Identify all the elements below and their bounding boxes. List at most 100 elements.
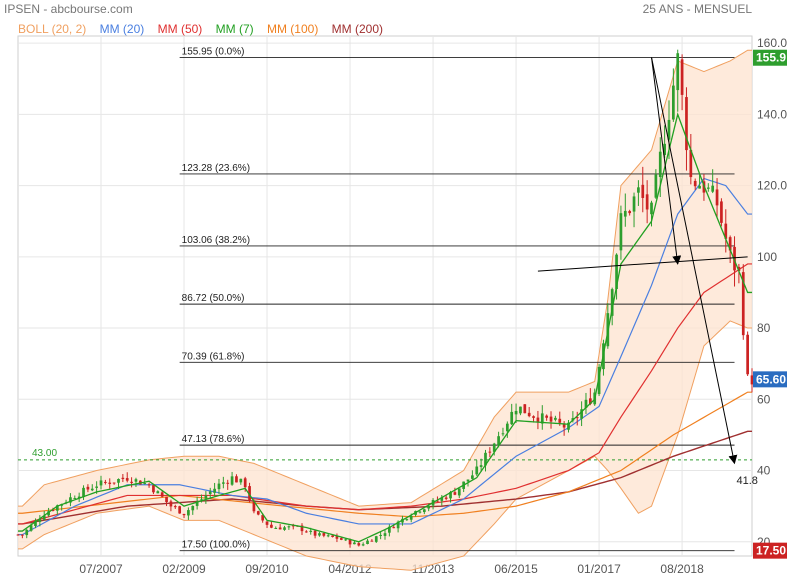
candle-body — [243, 478, 247, 488]
candle-body — [510, 411, 514, 425]
candle-body — [335, 536, 339, 539]
candle-body — [95, 486, 98, 488]
x-tick-label: 01/2017 — [577, 562, 621, 576]
price-badge-label: 155.9 — [756, 51, 786, 65]
y-tick-label: 160.0 — [757, 36, 787, 50]
fib-level-label: 17.50 (100.0%) — [182, 540, 250, 551]
candle-body — [418, 511, 422, 513]
x-tick-label: 02/2009 — [162, 562, 206, 576]
candle-body — [82, 487, 85, 498]
candle-body — [532, 416, 535, 418]
candle-body — [558, 418, 562, 423]
candle-body — [309, 530, 313, 532]
fib-level-label: 103.06 (38.2%) — [182, 235, 250, 246]
candle-body — [353, 542, 356, 545]
candle-body — [575, 417, 579, 419]
fib-level-label: 123.28 (23.6%) — [182, 163, 250, 174]
price-badge-label: 65.60 — [756, 372, 786, 386]
candle-body — [73, 498, 77, 500]
candle-body — [562, 423, 566, 428]
candle-body — [217, 483, 221, 490]
candle-body — [733, 246, 736, 271]
legend-mm50[interactable]: MM (50) — [157, 22, 203, 36]
x-tick-label: 08/2018 — [660, 562, 704, 576]
candle-body — [505, 423, 509, 432]
candle-body — [654, 174, 658, 198]
candle-body — [287, 526, 291, 528]
candle-body — [471, 475, 474, 479]
candle-body — [34, 520, 37, 527]
candle-body — [706, 187, 710, 189]
candle-body — [344, 539, 348, 541]
candle-body — [221, 482, 225, 484]
candle-body — [501, 433, 505, 435]
candle-body — [130, 481, 133, 483]
legend-boll[interactable]: BOLL (20, 2) — [18, 22, 87, 36]
candle-body — [42, 515, 46, 520]
candle-body — [156, 491, 160, 494]
ma100-line — [18, 391, 752, 518]
candle-body — [29, 525, 33, 531]
candle-body — [191, 505, 195, 511]
candle-body — [711, 185, 715, 192]
candle-body — [567, 422, 570, 430]
fib-level-label: 70.39 (61.8%) — [182, 351, 245, 362]
candle-body — [226, 482, 230, 484]
y-tick-label: 80 — [757, 321, 771, 335]
candle-body — [318, 533, 321, 536]
candle-body — [256, 511, 260, 515]
candle-body — [549, 416, 553, 422]
candle-body — [55, 505, 59, 511]
candle-body — [479, 465, 483, 467]
candle-body — [536, 417, 540, 423]
candle-body — [409, 515, 413, 520]
bollinger-band-fill — [18, 50, 752, 571]
candle-body — [650, 202, 653, 215]
candle-body — [252, 501, 256, 512]
candle-body — [746, 334, 749, 375]
candle-body — [724, 223, 728, 239]
candle-body — [720, 201, 723, 223]
legend: BOLL (20, 2) MM (20) MM (50) MM (7) MM (… — [18, 22, 393, 36]
fib-level-label: 47.13 (78.6%) — [182, 434, 245, 445]
candle-body — [38, 519, 42, 522]
y-tick-label: 100 — [757, 250, 777, 264]
candle-body — [632, 196, 636, 212]
legend-mm20[interactable]: MM (20) — [99, 22, 145, 36]
candle-body — [300, 525, 304, 532]
candle-body — [204, 495, 208, 499]
x-tick-label: 09/2010 — [245, 562, 289, 576]
price-badge — [753, 49, 787, 66]
candle-body — [348, 539, 352, 545]
candle-body — [178, 506, 182, 514]
candle-body — [619, 213, 623, 251]
candle-body — [270, 524, 273, 528]
candle-body — [444, 497, 448, 499]
candle-body — [519, 406, 522, 414]
x-tick-label: 06/2015 — [494, 562, 538, 576]
candle-body — [366, 540, 369, 544]
candle-body — [261, 515, 265, 521]
candle-body — [623, 210, 627, 217]
candle-body — [497, 436, 500, 446]
candle-body — [16, 534, 20, 536]
candle-body — [728, 237, 732, 251]
candle-body — [685, 97, 688, 151]
candle-body — [104, 481, 107, 483]
candle-body — [388, 526, 391, 533]
candle-body — [117, 478, 120, 483]
candle-body — [715, 189, 719, 206]
legend-mm100[interactable]: MM (100) — [266, 22, 319, 36]
legend-mm7[interactable]: MM (7) — [215, 22, 254, 36]
legend-mm200[interactable]: MM (200) — [331, 22, 384, 36]
candle-body — [523, 404, 527, 414]
candle-body — [143, 483, 147, 485]
ma20-line — [18, 177, 752, 536]
candle-body — [147, 484, 151, 486]
candle-body — [554, 417, 557, 420]
price-badge — [753, 371, 787, 388]
target-annotation: 41.8 — [737, 475, 758, 487]
candle-body — [680, 59, 684, 95]
chart-title: IPSEN - abcbourse.com — [4, 2, 133, 16]
candle-body — [182, 513, 186, 516]
